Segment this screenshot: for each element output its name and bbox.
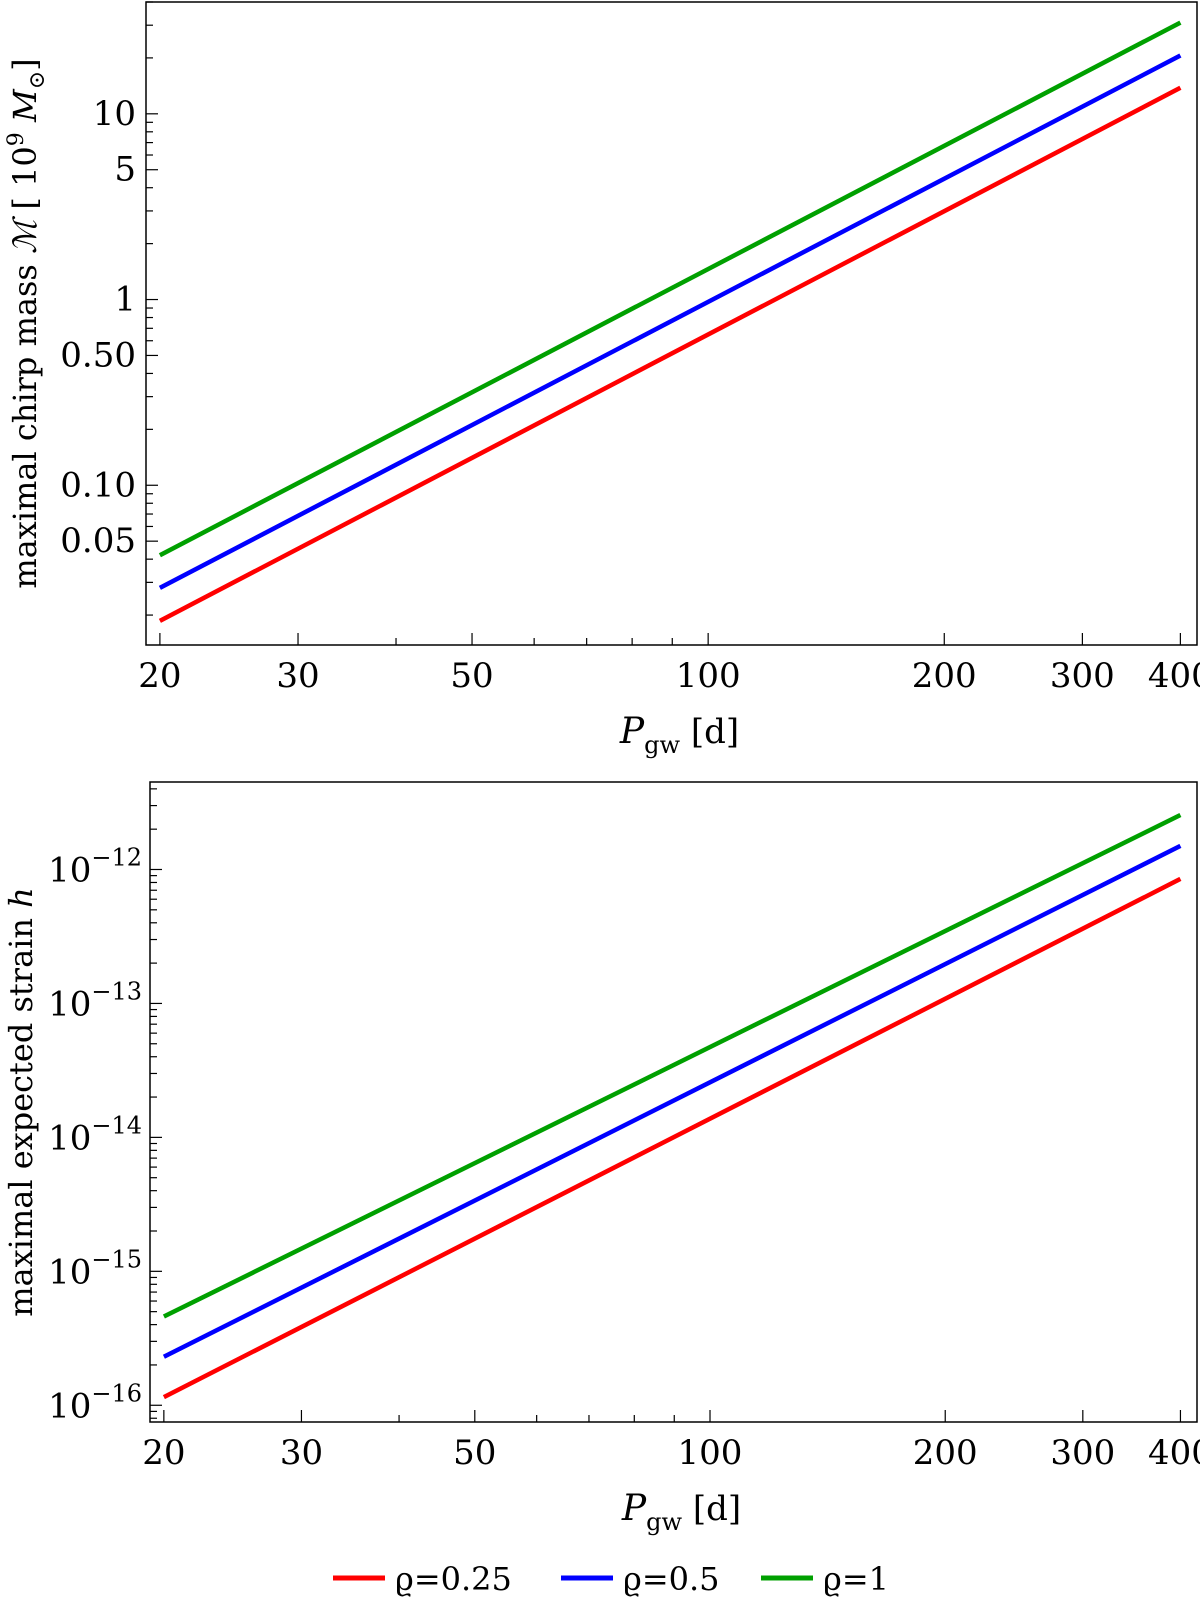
series-line-ϱ=0.25 bbox=[158, 85, 1182, 623]
chirp-mass-chart: 20 30 50 100 200 300 400 0.05 0.10 0.50 1 5 10 Pgw [d… bbox=[4, 1, 1200, 759]
plot-frame bbox=[145, 1, 1198, 646]
y-tick-label: 10−15 bbox=[48, 1245, 142, 1292]
x-axis-label: Pgw [d] bbox=[619, 711, 739, 759]
y-tick-label: 10−13 bbox=[48, 977, 142, 1024]
series-line-ϱ=1 bbox=[162, 812, 1182, 1319]
y-tick-label: 5 bbox=[114, 150, 136, 190]
x-axis-label: Pgw [d] bbox=[621, 1488, 741, 1536]
legend: ϱ=0.25 ϱ=0.5 ϱ=1 bbox=[333, 1560, 889, 1598]
legend-label: ϱ=1 bbox=[823, 1560, 889, 1598]
y-axis-label: maximal expected strain h bbox=[2, 887, 40, 1317]
x-tick-label: 50 bbox=[450, 656, 493, 696]
y-tick-label: 10 bbox=[93, 94, 136, 134]
x-tick-label: 20 bbox=[138, 656, 181, 696]
series-line-ϱ=0.5 bbox=[158, 53, 1182, 590]
series-line-ϱ=0.5 bbox=[162, 843, 1182, 1359]
y-axis-label: maximal chirp mass ℳ [ 109 M⊙] bbox=[4, 58, 50, 588]
x-tick-label: 50 bbox=[453, 1433, 496, 1473]
legend-label: ϱ=0.25 bbox=[395, 1560, 512, 1598]
legend-label: ϱ=0.5 bbox=[623, 1560, 720, 1598]
x-tick-label: 400 bbox=[1148, 1433, 1200, 1473]
plot-frame bbox=[149, 781, 1198, 1423]
x-tick-label: 200 bbox=[913, 1433, 978, 1473]
y-tick-label: 0.10 bbox=[60, 465, 136, 505]
y-tick-label: 10−12 bbox=[48, 843, 142, 890]
x-tick-label: 20 bbox=[142, 1433, 185, 1473]
series-line-ϱ=0.25 bbox=[162, 876, 1182, 1400]
strain-chart: 20 30 50 100 200 300 400 10−16 10−15 10−14 10−13 10… bbox=[2, 781, 1200, 1536]
x-tick-label: 400 bbox=[1148, 656, 1200, 696]
y-tick-label: 10−14 bbox=[48, 1111, 142, 1158]
x-tick-label: 300 bbox=[1050, 1433, 1115, 1473]
x-tick-label: 100 bbox=[678, 1433, 743, 1473]
x-tick-label: 100 bbox=[676, 656, 741, 696]
x-tick-label: 30 bbox=[276, 656, 319, 696]
y-tick-label: 10−16 bbox=[48, 1379, 142, 1426]
x-tick-label: 200 bbox=[912, 656, 977, 696]
x-tick-label: 30 bbox=[280, 1433, 323, 1473]
y-tick-label: 1 bbox=[114, 280, 136, 320]
y-tick-label: 0.05 bbox=[60, 521, 136, 561]
y-tick-label: 0.50 bbox=[60, 335, 136, 375]
x-tick-label: 300 bbox=[1050, 656, 1115, 696]
series-line-ϱ=1 bbox=[158, 20, 1182, 558]
